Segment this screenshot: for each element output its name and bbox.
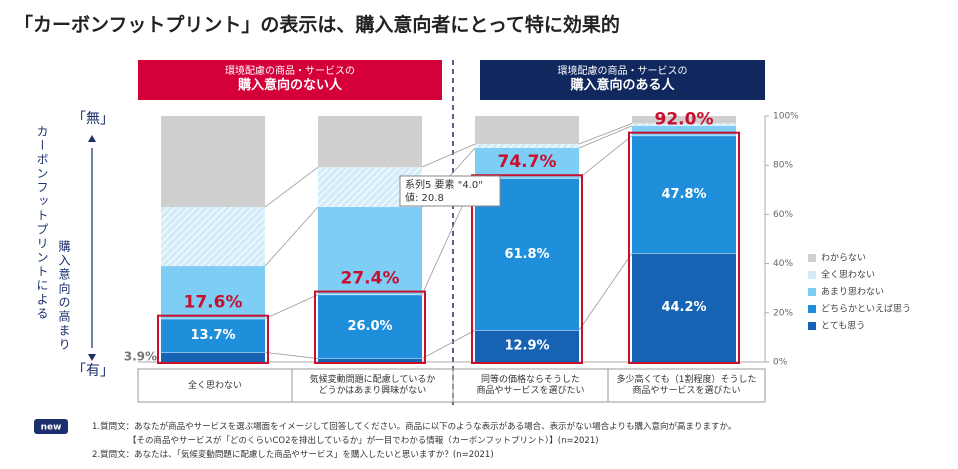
total-label: 17.6% [184,293,243,313]
total-label: 27.4% [341,269,400,289]
connector [264,294,319,320]
x-tick-label: 同等の価格ならそうした 商品やサービスを選びたい [476,375,585,396]
bar-segment [161,318,265,353]
legend-label: あまり思わない [821,287,884,298]
category-box [137,368,766,403]
tooltip-text: 系列5 要素 "4.0" [405,178,483,191]
value-label: 61.8% [504,247,549,262]
side-bottom: 「有」 [72,363,114,379]
connector [578,125,633,149]
footnote: 【その商品やサービスが「どのくらいCO2を排出しているか」が一目でわかる情報（カ… [128,436,599,446]
y-tick-label: 40% [773,259,793,269]
side-top: 「無」 [72,111,114,127]
tooltip-text: 値: 20.8 [405,191,444,204]
bar-segment [475,147,579,179]
connector [264,206,319,267]
total-label: 74.7% [498,152,557,172]
legend-swatch [808,305,816,313]
group-label: 購入意向のない人 [237,78,342,93]
hatch [475,144,579,148]
group-sub: 環境配慮の商品・サービスの [225,66,355,77]
title: 「カーボンフットプリント」の表示は、購入意向者にとって特に効果的 [14,14,620,36]
side-label: 購入意向の高まり [57,240,71,352]
footnote: 1.質問文：あなたが商品やサービスを選ぶ場面をイメージして回答してください。商品… [92,422,737,432]
value-label: 44.2% [661,300,706,315]
group-header: 環境配慮の商品・サービスの 購入意向のある人 [480,60,765,100]
bar-segment [318,116,422,168]
value-label: 12.9% [504,339,549,354]
bar-segment [632,135,736,254]
total-outline [157,314,269,365]
bar-segment [632,125,736,136]
connector [578,123,633,145]
bar-segment [318,358,422,362]
y-tick-label: 100% [773,112,799,122]
legend-swatch [808,254,816,262]
connector [264,166,319,208]
connector [264,352,319,359]
side-label: カーボンフットプリントによる [35,125,49,321]
bar-segment [475,330,579,362]
hatch [161,207,265,267]
tooltip-box [399,175,501,207]
legend-swatch [808,322,816,330]
legend-label: とても思う [821,321,865,332]
connector [578,253,633,331]
hatch [632,123,736,126]
footnote: 2.質問文：あなたは、「気候変動問題に配慮した商品やサービス」を購入したいと思い… [92,450,494,460]
group-header: 環境配慮の商品・サービスの 購入意向のない人 [138,60,442,100]
legend-label: 全く思わない [821,269,875,281]
total-outline [471,174,583,364]
total-outline [628,131,740,364]
legend-swatch [808,271,816,279]
bar-segment [161,266,265,319]
badge-bg [34,419,68,434]
badge: new [41,423,62,433]
bar-segment [475,116,579,145]
value-label: 13.7% [190,328,235,343]
value-label: 3.9% [124,350,157,364]
legend-swatch [808,288,816,296]
y-tick-label: 0% [773,358,788,368]
y-tick-label: 20% [773,308,793,318]
total-label: 92.0% [655,110,714,130]
x-tick-label: 気候変動問題に配慮しているか どうかはあまり興味がない [309,375,436,396]
bar-segment [318,294,422,359]
bar-segment [161,352,265,362]
x-tick-label: 全く思わない [187,380,242,391]
bar-segment [318,207,422,295]
y-tick-label: 60% [773,210,793,220]
connector [421,143,476,168]
group-sub: 環境配慮の商品・サービスの [557,66,688,77]
connector [578,135,633,179]
legend-label: わからない [821,253,866,264]
group-label: 購入意向のある人 [570,78,675,93]
bar-segment [632,253,736,362]
total-outline [314,290,426,365]
bar-segment [632,116,736,124]
value-label: 47.8% [661,187,706,202]
y-tick-label: 80% [773,161,793,171]
x-tick-label: 多少高くても（1割程度）そうした 商品やサービスを選びたい [616,375,757,396]
bar-segment [161,116,265,208]
legend-label: どちらかといえば思う [821,304,911,315]
connector [421,329,476,359]
value-label: 26.0% [347,319,392,334]
